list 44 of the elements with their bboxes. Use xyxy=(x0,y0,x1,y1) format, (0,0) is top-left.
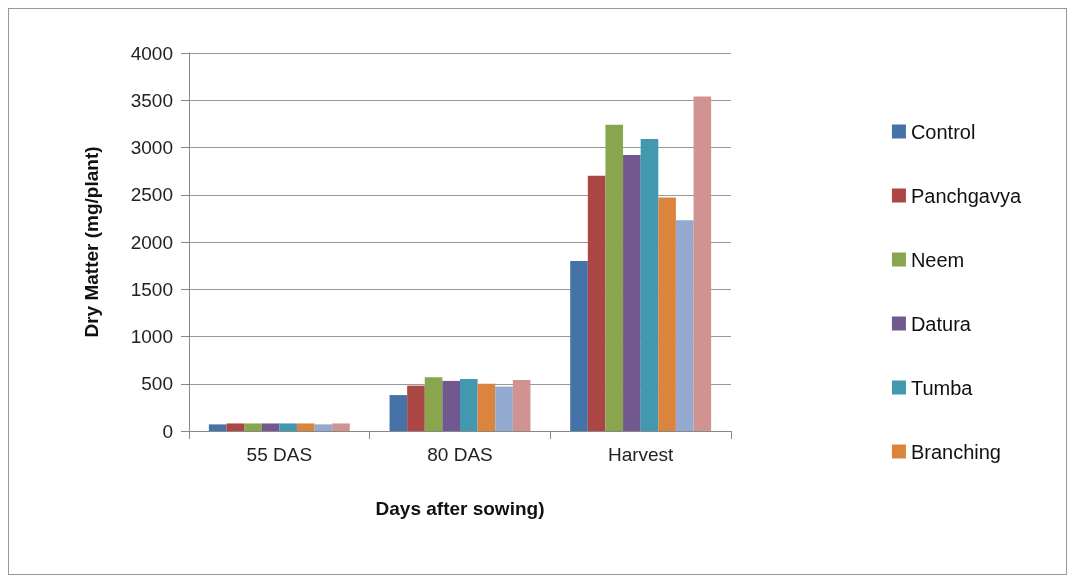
y-tick-label: 500 xyxy=(141,373,173,395)
y-tick-label: 3000 xyxy=(130,137,173,158)
y-tick-label: 0 xyxy=(162,420,173,442)
bar xyxy=(244,423,262,431)
bar xyxy=(495,386,513,431)
legend-label: Control xyxy=(910,120,976,143)
bar xyxy=(208,424,227,431)
x-tick-label: 55 DAS xyxy=(246,444,313,465)
bar xyxy=(314,424,333,431)
bar xyxy=(570,260,588,431)
y-axis-title: Dry Matter (mg/plant) xyxy=(81,146,102,338)
y-tick-label: 4000 xyxy=(130,42,173,64)
y-tick-label: 2500 xyxy=(130,184,173,206)
bar xyxy=(442,380,460,431)
bar xyxy=(658,197,676,431)
bar xyxy=(693,96,712,431)
bar xyxy=(512,379,531,431)
bar xyxy=(296,423,315,431)
y-tick-label: 1000 xyxy=(130,326,173,347)
bar xyxy=(587,175,606,431)
bar xyxy=(226,423,245,431)
bar xyxy=(605,124,624,431)
legend-label: Neem xyxy=(910,248,965,271)
x-axis-title: Days after sowing) xyxy=(375,498,545,519)
x-tick-label: 80 DAS xyxy=(427,444,493,465)
bar xyxy=(424,377,443,431)
legend-label: Datura xyxy=(910,312,972,335)
bar xyxy=(261,423,280,431)
bar xyxy=(477,383,496,431)
y-tick-label: 2000 xyxy=(130,231,173,253)
bar xyxy=(675,220,694,431)
legend-label: Branching xyxy=(910,440,1001,463)
bar xyxy=(389,395,408,431)
bar xyxy=(407,385,425,431)
x-tick-label: Harvest xyxy=(607,444,675,465)
bar xyxy=(332,423,350,431)
bar xyxy=(640,139,659,431)
legend-label: Tumba xyxy=(910,376,974,399)
y-tick-label: 1500 xyxy=(130,278,173,300)
bar xyxy=(460,379,478,431)
bar xyxy=(279,423,297,431)
y-tick-label: 3500 xyxy=(130,89,173,111)
legend-label: Panchgavya xyxy=(910,184,1022,207)
bar xyxy=(623,155,641,431)
